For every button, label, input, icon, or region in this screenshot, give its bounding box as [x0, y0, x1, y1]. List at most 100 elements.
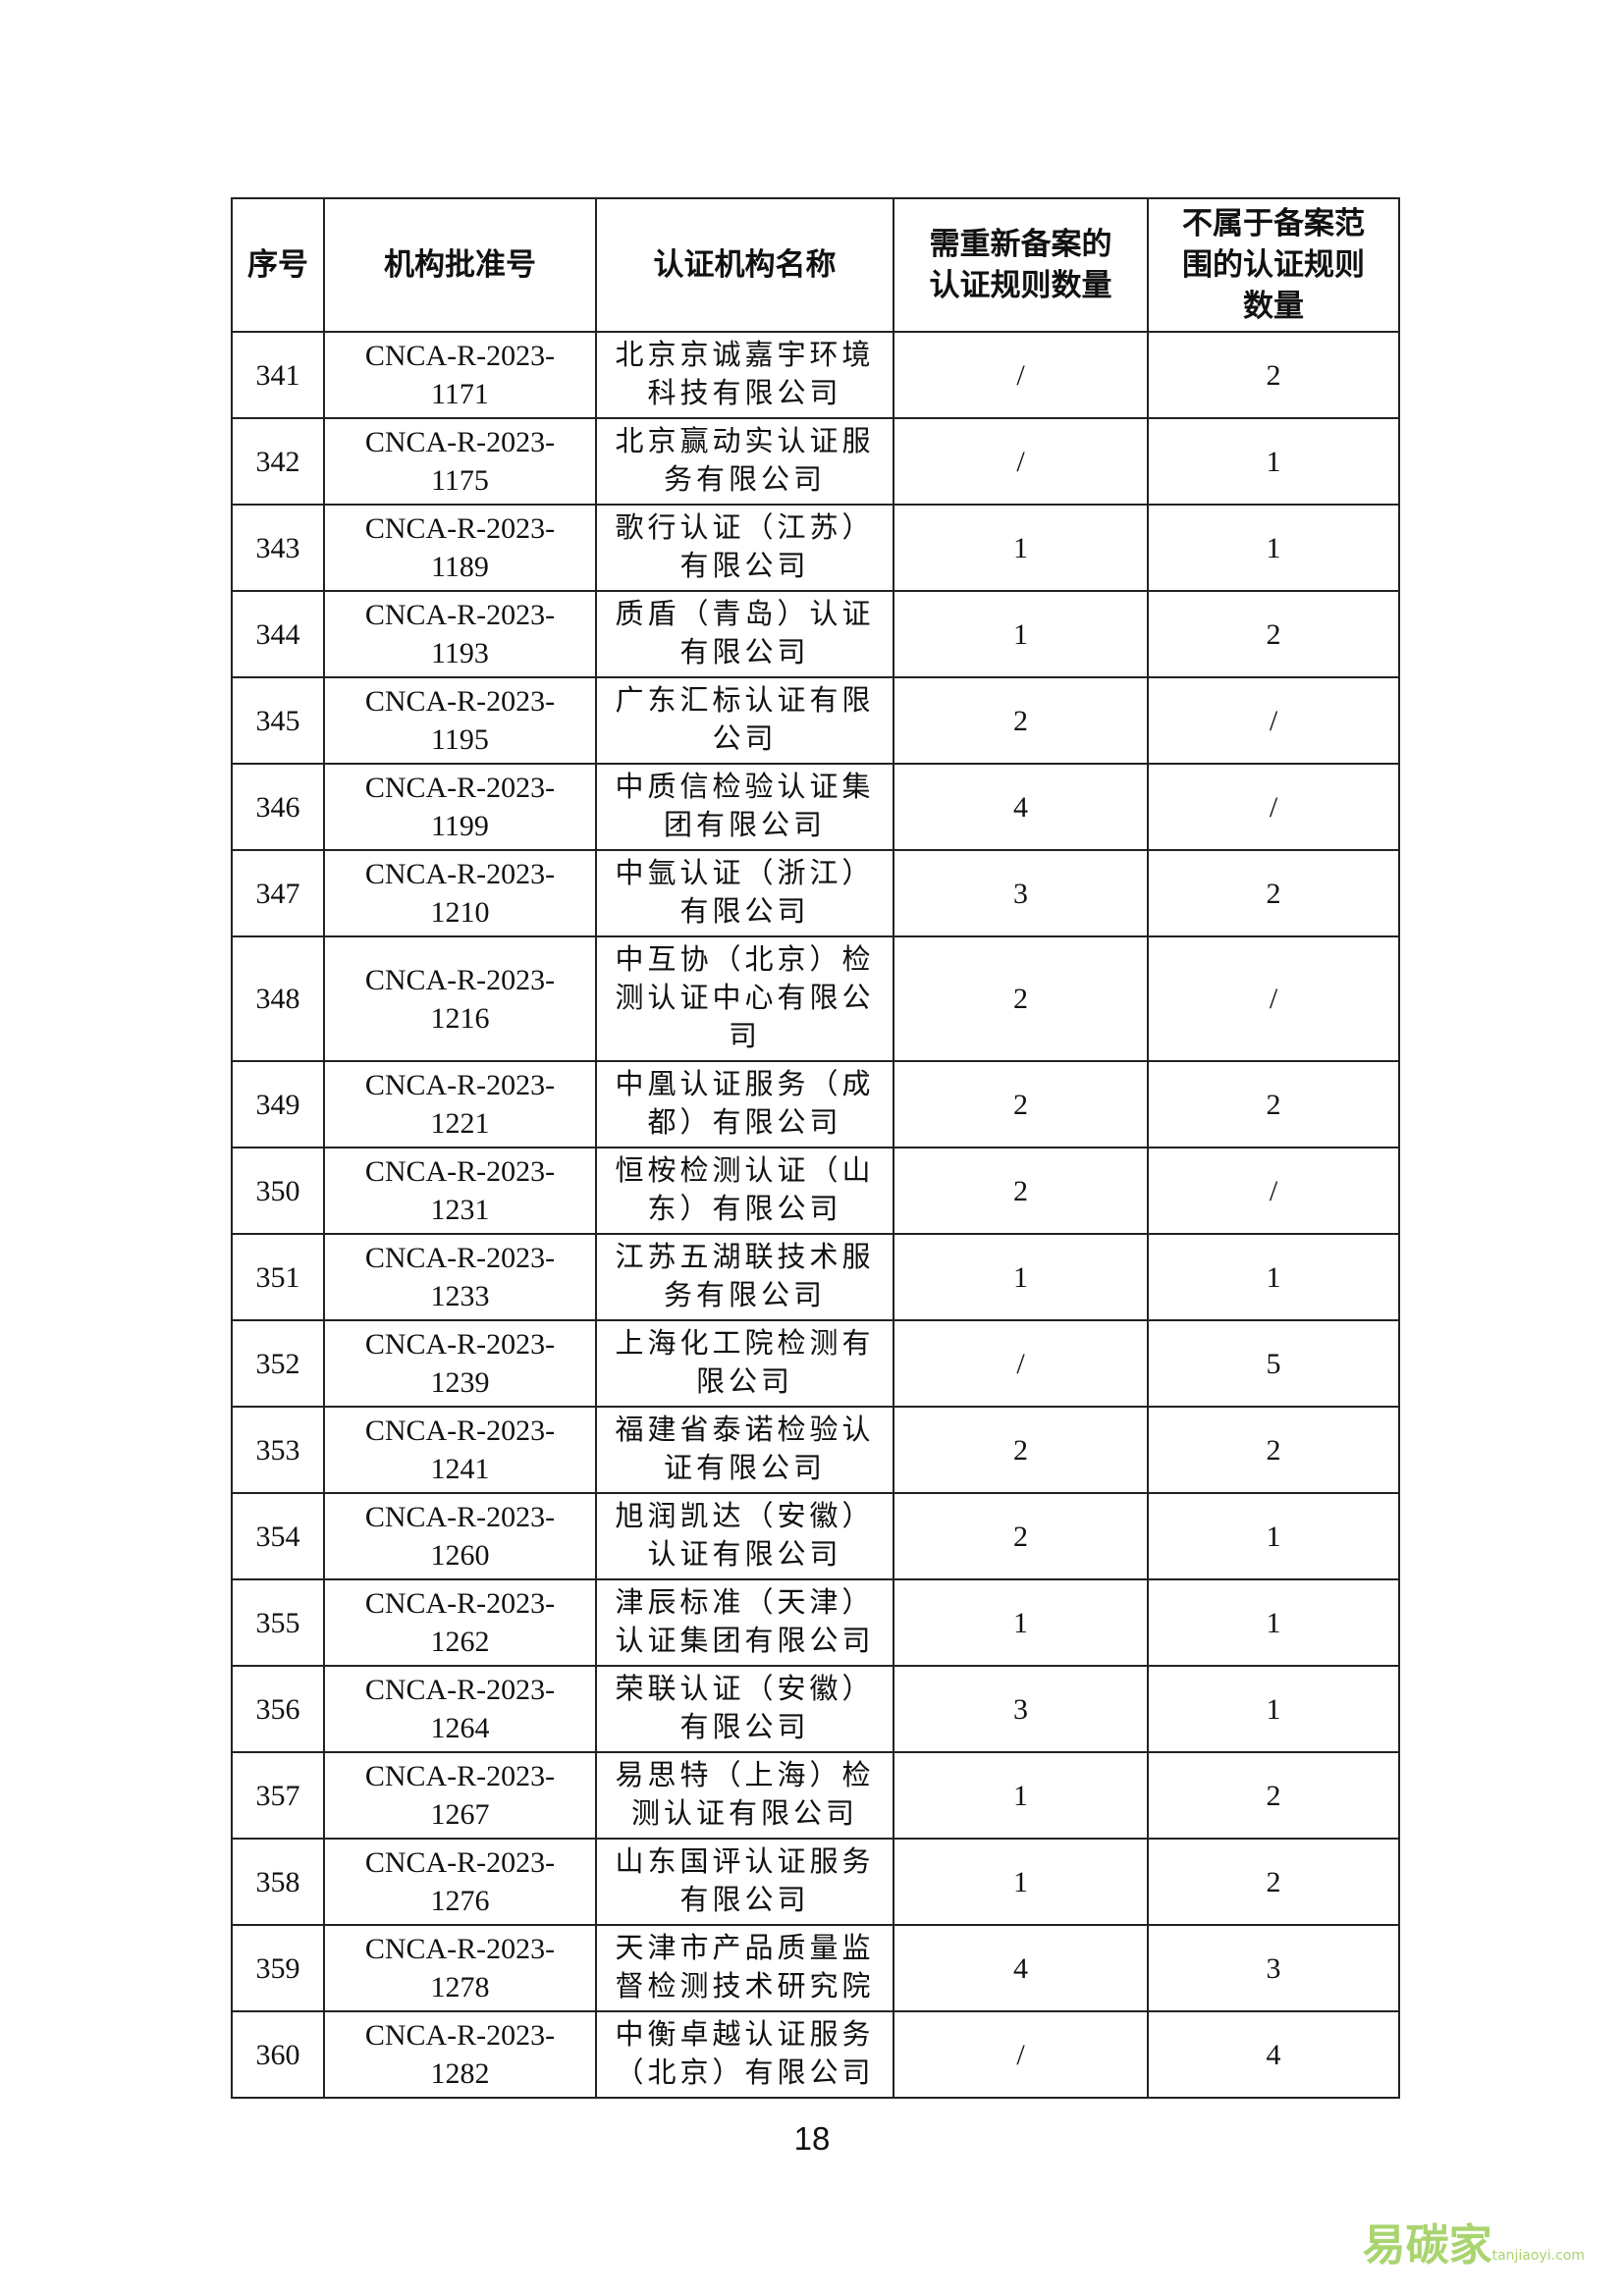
table-cell: 上海化工院检测有限公司 [595, 1319, 894, 1408]
table-cell: / [893, 2010, 1149, 2099]
table-cell: CNCA-R-2023-1282 [323, 2010, 597, 2099]
cell-text: 2 [1013, 704, 1028, 737]
table-row: 347 CNCA-R-2023-1210 中氩认证（浙江）有限公司 3 2 [231, 849, 1400, 937]
table-row: 351 CNCA-R-2023-1233 江苏五湖联技术服务有限公司 1 1 [231, 1233, 1400, 1321]
cell-text: 1 [1013, 1865, 1028, 1898]
table-row: 346 CNCA-R-2023-1199 中质信检验认证集团有限公司 4 / [231, 763, 1400, 851]
table-row: 355 CNCA-R-2023-1262 津辰标准（天津）认证集团有限公司 1 1 [231, 1578, 1400, 1667]
table-cell: CNCA-R-2023-1278 [323, 1924, 597, 2012]
table-row: 360 CNCA-R-2023-1282 中衡卓越认证服务（北京）有限公司 / 4 [231, 2010, 1400, 2099]
cell-text: 1 [1266, 531, 1281, 564]
table-cell: 中氩认证（浙江）有限公司 [595, 849, 894, 937]
cell-text: CNCA-R-2023-1278 [364, 1933, 556, 2003]
table-body: 341 CNCA-R-2023-1171 北京京诚嘉宇环境科技有限公司/2 342 CN… [231, 331, 1400, 2099]
table-cell: 2 [893, 1060, 1149, 1148]
cell-text: 福建省泰诺检验认证有限公司 [615, 1415, 875, 1484]
table-cell: 2 [1147, 1751, 1400, 1840]
table-cell: 346 [231, 763, 325, 851]
cell-text: CNCA-R-2023-1210 [364, 858, 556, 929]
cell-text: 354 [255, 1520, 300, 1553]
table-row: 349 CNCA-R-2023-1221 中凰认证服务（成都）有限公司 2 2 [231, 1060, 1400, 1148]
table-cell: / [1147, 763, 1400, 851]
cell-text: CNCA-R-2023-1221 [364, 1069, 556, 1140]
cell-text: 质盾（青岛）认证有限公司 [615, 599, 875, 668]
cell-text: / [1269, 1174, 1278, 1207]
table-row: 358 CNCA-R-2023-1276 山东国评认证服务有限公司 1 2 [231, 1838, 1400, 1926]
cell-text: CNCA-R-2023-1193 [364, 599, 556, 669]
cell-text: / [1016, 2038, 1025, 2071]
cell-text: CNCA-R-2023-1171 [364, 340, 556, 410]
table-cell: 中互协（北京）检测认证中心有限公司 [595, 935, 894, 1062]
table-row: 356 CNCA-R-2023-1264 荣联认证（安徽）有限公司 3 1 [231, 1665, 1400, 1753]
table-cell: 2 [893, 676, 1149, 765]
cell-text: 341 [255, 358, 300, 392]
table-cell: CNCA-R-2023-1171 [323, 331, 597, 419]
table-cell: CNCA-R-2023-1195 [323, 676, 597, 765]
cell-text: CNCA-R-2023-1260 [364, 1501, 556, 1572]
cell-text: 中质信检验认证集团有限公司 [615, 772, 875, 841]
table-row: 341 CNCA-R-2023-1171 北京京诚嘉宇环境科技有限公司 / 2 [231, 331, 1400, 419]
table-cell: 355 [231, 1578, 325, 1667]
watermark-site: tanjiaoyi.com [1491, 2248, 1585, 2264]
table-cell: 1 [893, 590, 1149, 678]
header-cell: 机构批准号 [323, 197, 597, 333]
table-cell: 341 [231, 331, 325, 419]
table-cell: 1 [893, 1751, 1149, 1840]
cell-text: 中氩认证（浙江）有限公司 [615, 858, 875, 928]
cell-text: 2 [1013, 1433, 1028, 1467]
table-cell: 1 [1147, 417, 1400, 506]
cell-text: 中凰认证服务（成都）有限公司 [615, 1069, 875, 1139]
table-row: 353 CNCA-R-2023-1241 福建省泰诺检验认证有限公司 2 2 [231, 1406, 1400, 1494]
table-cell: 352 [231, 1319, 325, 1408]
cell-text: 2 [1266, 617, 1281, 651]
header-cell: 序号 [231, 197, 325, 333]
cell-text: CNCA-R-2023-1262 [364, 1587, 556, 1658]
cell-text: 352 [255, 1347, 300, 1380]
table-cell: 356 [231, 1665, 325, 1753]
table-cell: 易思特（上海）检测认证有限公司 [595, 1751, 894, 1840]
table-cell: 2 [1147, 331, 1400, 419]
page-number: 18 [793, 2120, 831, 2157]
cell-text: 歌行认证（江苏）有限公司 [615, 512, 875, 582]
header-cell: 需重新备案的认证规则数量 [893, 197, 1149, 333]
cell-text: 旭润凯达（安徽）认证有限公司 [615, 1501, 875, 1571]
table-cell: 歌行认证（江苏）有限公司 [595, 504, 894, 592]
table-cell: 1 [893, 1233, 1149, 1321]
table-cell: 359 [231, 1924, 325, 2012]
table-cell: 2 [893, 1406, 1149, 1494]
table-cell: 4 [1147, 2010, 1400, 2099]
cell-text: / [1269, 704, 1278, 737]
table-row: 344 CNCA-R-2023-1193 质盾（青岛）认证有限公司 1 2 [231, 590, 1400, 678]
table-row: 345 CNCA-R-2023-1195 广东汇标认证有限公司 2 / [231, 676, 1400, 765]
cell-text: 1 [1266, 1260, 1281, 1294]
table-cell: 广东汇标认证有限公司 [595, 676, 894, 765]
table-row: 359 CNCA-R-2023-1278 天津市产品质量监督检测技术研究院 4 3 [231, 1924, 1400, 2012]
table-cell: 347 [231, 849, 325, 937]
table-cell: CNCA-R-2023-1231 [323, 1147, 597, 1235]
table-cell: 357 [231, 1751, 325, 1840]
table-row: 350 CNCA-R-2023-1231 恒桉检测认证（山东）有限公司 2 / [231, 1147, 1400, 1235]
table-cell: 1 [893, 1578, 1149, 1667]
cell-text: 荣联认证（安徽）有限公司 [615, 1674, 875, 1743]
watermark: 易碳家tanjiaoyi.com [1363, 2210, 1585, 2272]
header-cell: 认证机构名称 [595, 197, 894, 333]
table-cell: 350 [231, 1147, 325, 1235]
table-cell: CNCA-R-2023-1199 [323, 763, 597, 851]
cell-text: / [1016, 1347, 1025, 1380]
cell-text: 359 [255, 1951, 300, 1985]
table-cell: CNCA-R-2023-1233 [323, 1233, 597, 1321]
watermark-brand: 易碳家 [1362, 2220, 1492, 2270]
header-row: 序号 机构批准号 认证机构名称 需重新备案的认证规则数量 不属于备案范围的认证规则数量 [231, 197, 1400, 333]
cell-text: 344 [255, 617, 300, 651]
cell-text: 356 [255, 1692, 300, 1726]
cell-text: / [1016, 445, 1025, 478]
table-cell: 354 [231, 1492, 325, 1580]
cell-text: 中互协（北京）检测认证中心有限公司 [615, 944, 875, 1052]
cell-text: 3 [1266, 1951, 1281, 1985]
table-cell: CNCA-R-2023-1276 [323, 1838, 597, 1926]
cell-text: CNCA-R-2023-1239 [364, 1328, 556, 1399]
table-cell: 342 [231, 417, 325, 506]
table-cell: 1 [1147, 1665, 1400, 1753]
cell-text: / [1269, 983, 1278, 1015]
cell-text: 北京赢动实认证服务有限公司 [615, 426, 875, 496]
